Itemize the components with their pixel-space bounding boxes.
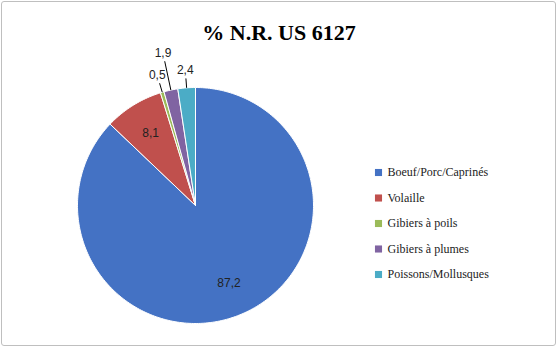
svg-text:Gibiers à poils: Gibiers à poils [388,216,458,230]
svg-text:1,9: 1,9 [155,46,172,60]
svg-text:Boeuf/Porc/Caprinés: Boeuf/Porc/Caprinés [388,165,489,179]
svg-text:Poissons/Mollusques: Poissons/Mollusques [388,267,490,281]
svg-text:2,4: 2,4 [177,63,194,77]
svg-text:0,5: 0,5 [149,68,166,82]
svg-text:87,2: 87,2 [217,276,241,290]
svg-text:Gibiers à plumes: Gibiers à plumes [388,242,470,256]
svg-text:8,1: 8,1 [142,126,159,140]
svg-text:% N.R. US 6127: % N.R. US 6127 [202,20,355,45]
svg-text:Volaille: Volaille [388,191,425,205]
